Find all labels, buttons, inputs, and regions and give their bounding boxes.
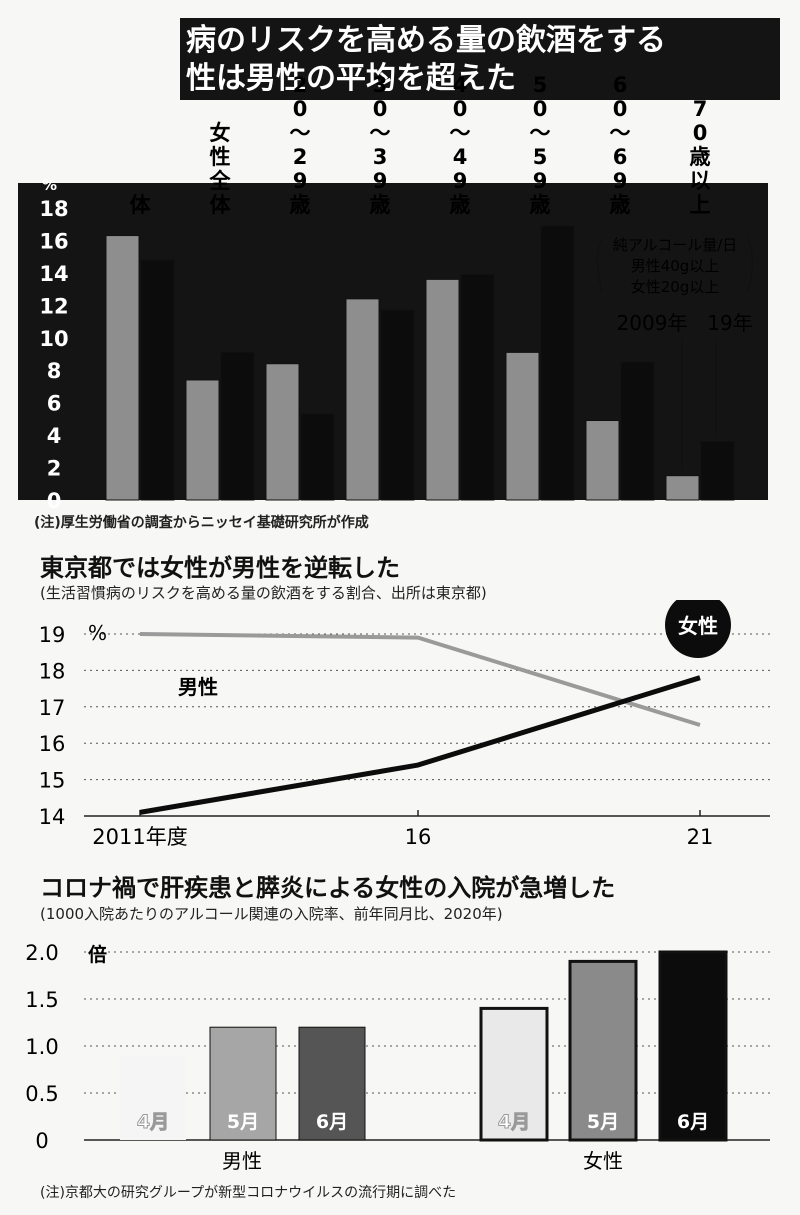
chart1-category-label: 3 0 〜 3 9 歳 (370, 73, 391, 217)
chart1-ytick-label: 18 (39, 197, 68, 221)
chart1-unit: % (42, 176, 57, 194)
chart1-legend: 純アルコール量/日 男性40g以上 女性20g以上 2009年 19年 (596, 236, 754, 470)
chart3-bar-label: 6月 (677, 1111, 709, 1133)
chart2-ytick-label: 19 (39, 623, 66, 647)
chart1-bar (265, 363, 300, 501)
chart1-svg: 0 2 4 6 8 10 12 14 16 18 体 女性全体 2 0 〜 2 9 歳 3 0 〜 3 9 歳 4 0 〜 4 9 歳 5… (39, 73, 754, 513)
chart1-category-label: 6 0 〜 6 9 歳 (610, 73, 631, 217)
chart1-bar (220, 351, 255, 501)
chart1-ytick-label: 10 (39, 327, 68, 351)
chart1-bar (185, 379, 220, 501)
chart3-group-men: 男性 (222, 1149, 262, 1173)
chart1-bar (425, 278, 460, 501)
chart1-legend-line1: 純アルコール量/日 (613, 236, 738, 254)
chart2-series-line (139, 632, 701, 727)
chart3-svg: 0 0.5 1.0 1.5 2.0 4月 5月 6月 4月 5月 6月 倍 男性 女性 (25, 941, 770, 1173)
chart1-legend-line2: 男性40g以上 (631, 257, 720, 275)
chart1-bar (665, 475, 700, 501)
chart2-ytick-label: 16 (39, 732, 66, 756)
chart3-ytick-label: 2.0 (25, 941, 58, 965)
chart3-group-women: 女性 (583, 1149, 623, 1173)
chart1-ytick-label: 0 (47, 489, 62, 513)
chart2-subtitle: (生活習慣病のリスクを高める量の飲酒をする割合、出所は東京都) (40, 584, 487, 602)
chart1-category-label: 体 (130, 193, 152, 217)
chart1-title-line2: 性は男性の平均を超えた (186, 61, 516, 96)
chart2-xtick-label: 2011年度 (92, 825, 187, 849)
chart3-note: (注)京都大の研究グループが新型コロナウイルスの流行期に調べた (40, 1185, 457, 1201)
chart1-category-label: 4 0 〜 4 9 歳 (450, 73, 471, 217)
chart2-unit: % (88, 621, 107, 645)
chart2-label-men: 男性 (178, 675, 218, 699)
chart1-bar (140, 259, 175, 501)
chart3-title: コロナ禍で肝疾患と膵炎による女性の入院が急増した (40, 874, 616, 902)
chart3-bar (479, 1006, 549, 1142)
chart1-title: 病のリスクを高める量の飲酒をする 性は男性の平均を超えた (180, 18, 780, 100)
chart3-bar (658, 950, 728, 1142)
chart3-bar (298, 1026, 366, 1141)
chart1-bar (380, 309, 415, 501)
chart1-bar (700, 441, 735, 501)
chart1-bar (620, 361, 655, 501)
chart3-subtitle: (1000入院あたりのアルコール関連の入院率、前年同月比、2020年) (40, 905, 503, 923)
chart1-ytick-label: 16 (39, 229, 68, 253)
chart3-ytick-label: 1.5 (25, 988, 58, 1012)
chart3-bar-label: 4月 (498, 1111, 530, 1133)
chart2-ytick-label: 18 (39, 659, 66, 683)
chart3-ytick-label: 0.5 (25, 1082, 58, 1106)
chart1-bar (460, 274, 495, 501)
chart1-ytick-label: 6 (47, 392, 62, 416)
chart2-ytick-label: 17 (39, 696, 66, 720)
chart3-bar-label: 5月 (587, 1111, 619, 1133)
chart1-bar (300, 413, 335, 501)
chart1-ytick-label: 4 (47, 424, 62, 448)
chart3-ytick-label: 0 (35, 1129, 48, 1153)
chart3-bar-label: 6月 (316, 1111, 348, 1133)
chart1-category-label: 2 0 〜 2 9 歳 (290, 73, 311, 217)
chart1-category-label: 7 0 歳以上 (690, 97, 711, 217)
chart1-note: (注)厚生労働省の調査からニッセイ基礎研究所が作成 (34, 515, 369, 531)
chart1-bar (585, 420, 620, 501)
chart1-ytick-label: 12 (39, 294, 68, 318)
chart3-bar (209, 1026, 277, 1141)
chart3-bar-label: 5月 (227, 1111, 259, 1133)
chart1-legend-line3: 女性20g以上 (631, 278, 720, 296)
chart1-legend-2009: 2009年 (617, 311, 688, 335)
chart1-category-label: 5 0 〜 5 9 歳 (530, 73, 551, 217)
chart3-ytick-label: 1.0 (25, 1035, 58, 1059)
chart1-ytick-label: 2 (47, 457, 62, 481)
chart1-category-label: 女性全体 (209, 121, 232, 217)
chart3-bar (120, 1055, 186, 1140)
chart3-bar (568, 959, 638, 1142)
chart1-bar (505, 351, 540, 501)
chart2-women-badge (665, 600, 731, 658)
chart1-bar (105, 235, 140, 501)
chart1-ytick-label: 14 (39, 262, 68, 286)
chart3-bar-label: 4月 (137, 1111, 169, 1133)
chart1-ytick-label: 8 (47, 359, 62, 383)
chart1-legend-19: 19年 (707, 311, 752, 335)
chart1-bar (345, 298, 380, 501)
chart2-ytick-label: 15 (39, 769, 66, 793)
chart2-svg: 14 15 16 17 18 19 2011年度 16 21 % 男性 女性 (39, 600, 770, 849)
chart2-title: 東京都では女性が男性を逆転した (40, 554, 400, 582)
chart1-bar (540, 225, 575, 501)
chart2-label-women: 女性 (678, 614, 718, 638)
chart2-xtick-label: 16 (405, 825, 432, 849)
chart2-ytick-label: 14 (39, 805, 66, 829)
chart3-unit: 倍 (88, 943, 107, 966)
chart1-title-line1: 病のリスクを高める量の飲酒をする (186, 23, 666, 58)
chart2-series-line (139, 675, 701, 815)
chart2-xtick-label: 21 (687, 825, 714, 849)
